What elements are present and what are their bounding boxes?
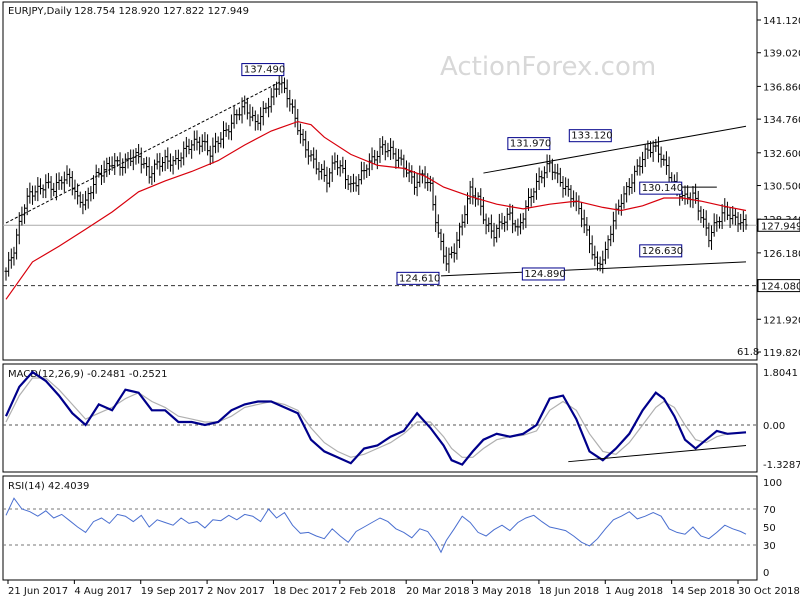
price-annotation: 133.120 [571, 131, 612, 142]
support-level-label: 124.080 [761, 282, 800, 293]
price-annotations: 137.490 131.970 133.120 130.140 126.630 124.6… [241, 63, 683, 285]
price-bars [4, 74, 748, 281]
price-annotation: 131.970 [510, 139, 551, 150]
ohlc-header: 128.754 128.920 127.822 127.949 [74, 6, 249, 17]
price-annotation-box [568, 129, 612, 143]
price-tick-label: 130.500 [763, 182, 800, 193]
watermark: ActionForex.com [440, 52, 656, 82]
rsi-tick-label: 0 [763, 568, 769, 579]
support-level-tag [757, 279, 800, 293]
rsi-tick-label: 70 [763, 505, 776, 516]
price-tick-label: 126.180 [763, 249, 800, 260]
price-annotation: 124.610 [399, 273, 440, 284]
x-tick-label: 4 Aug 2017 [74, 586, 132, 597]
price-annotation-box [639, 244, 683, 258]
current-price-tag [757, 218, 800, 232]
axes-layer: 141.120 139.020 136.860 134.760 132.600 130.5… [7, 16, 800, 597]
macd-line [4, 370, 747, 466]
price-annotation: 124.890 [524, 269, 565, 280]
x-tick-label: 20 Mar 2018 [406, 586, 469, 597]
price-lines [5, 80, 747, 300]
price-annotation-box [639, 181, 683, 195]
price-annotation: 126.630 [642, 246, 683, 257]
rsi-tick-label: 100 [763, 478, 782, 489]
price-annotation: 137.490 [244, 65, 285, 76]
symbol-title: EURJPY,Daily [8, 6, 72, 17]
macd-trendline [568, 445, 747, 463]
macd-tick-label: -1.3287 [763, 460, 800, 471]
price-panel-frame [2, 1, 758, 361]
price-annotation-box [241, 63, 285, 77]
macd-tick-label: 0.00 [763, 421, 785, 432]
fib-label: 61.8 [737, 347, 759, 358]
macd-label: MACD(12,26,9) -0.2481 -0.2521 [8, 369, 168, 380]
lower-channel-line [440, 261, 747, 277]
price-tick-label: 132.600 [763, 149, 800, 160]
x-tick-label: 2 Feb 2018 [340, 586, 396, 597]
price-tick-label: 141.120 [763, 16, 800, 27]
macd-panel-frame [2, 363, 758, 473]
price-tick-label: 121.920 [763, 315, 800, 326]
x-tick-label: 1 Aug 2018 [605, 586, 663, 597]
upper-channel-line [483, 125, 747, 174]
price-annotation-box [507, 137, 551, 151]
x-tick-label: 21 Jun 2017 [8, 586, 68, 597]
moving-average-line [5, 120, 747, 300]
macd-tick-label: 1.8041 [763, 368, 798, 379]
x-tick-label: 14 Sep 2018 [672, 586, 735, 597]
price-annotation-box [396, 271, 440, 285]
price-tick-label: 134.760 [763, 115, 800, 126]
x-tick-label: 18 Dec 2017 [273, 586, 337, 597]
price-annotation-box [521, 267, 565, 281]
rsi-layer [3, 497, 757, 554]
x-tick-label: 30 Oct 2018 [738, 586, 800, 597]
price-tick-label: 139.020 [763, 49, 800, 60]
x-tick-label: 2 Nov 2017 [207, 586, 265, 597]
price-tick-label: 119.820 [763, 348, 800, 359]
price-tick-label: 136.860 [763, 82, 800, 93]
rsi-line [5, 497, 747, 554]
x-tick-label: 19 Sep 2017 [141, 586, 204, 597]
rsi-panel-frame [2, 475, 758, 581]
rsi-tick-label: 50 [763, 523, 776, 534]
x-tick-label: 18 Jun 2018 [539, 586, 599, 597]
price-grid [3, 224, 757, 287]
x-tick-label: 3 May 2018 [473, 586, 532, 597]
macd-layer [3, 370, 757, 466]
rsi-tick-label: 30 [763, 541, 776, 552]
current-price-label: 127.949 [761, 221, 800, 232]
price-annotation: 130.140 [642, 183, 683, 194]
rsi-label: RSI(14) 42.4039 [8, 481, 89, 492]
macd-signal-line [5, 377, 747, 458]
dashed-trendline [5, 80, 283, 224]
